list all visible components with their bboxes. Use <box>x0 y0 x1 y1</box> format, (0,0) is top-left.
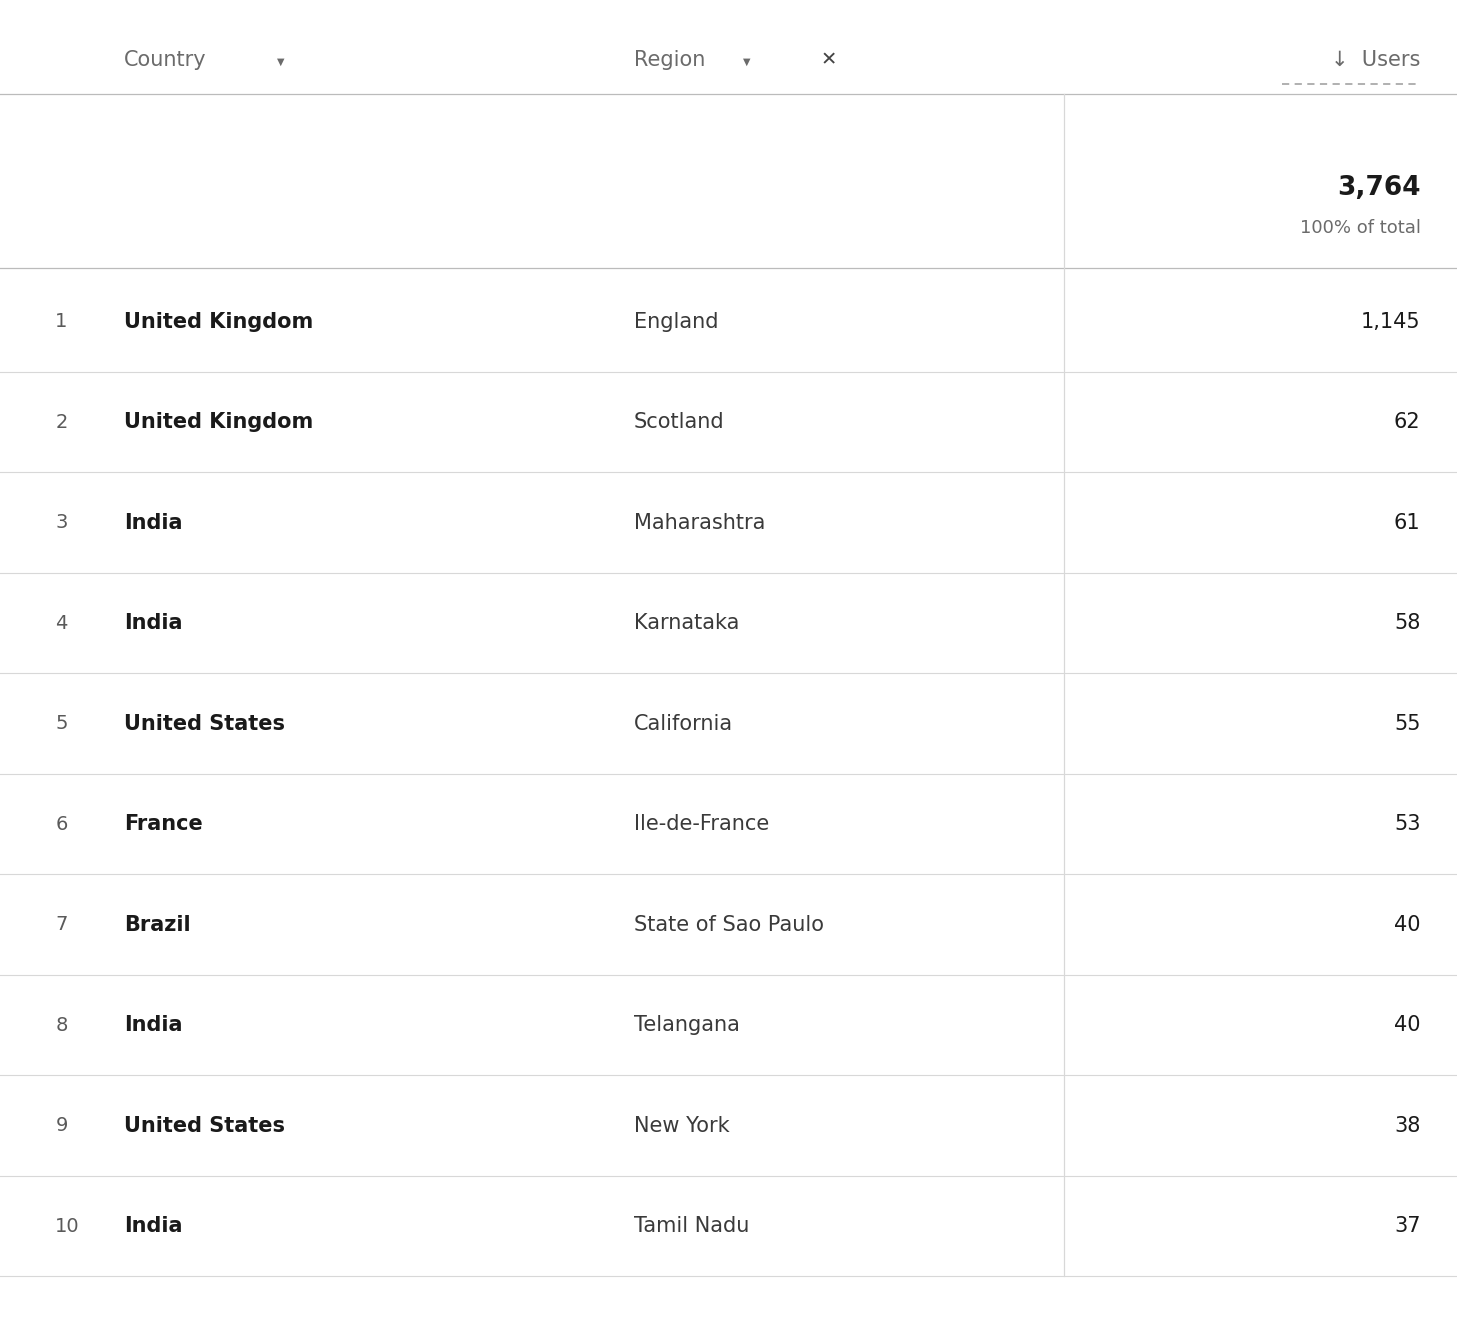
Text: ▼: ▼ <box>277 56 284 67</box>
Text: 40: 40 <box>1394 915 1421 934</box>
Text: 1: 1 <box>55 312 67 331</box>
Text: 10: 10 <box>55 1217 80 1235</box>
Text: 100% of total: 100% of total <box>1300 218 1421 237</box>
Text: ✕: ✕ <box>820 51 836 70</box>
Text: California: California <box>634 714 733 733</box>
Text: France: France <box>124 815 203 833</box>
Text: State of Sao Paulo: State of Sao Paulo <box>634 915 823 934</box>
Text: United States: United States <box>124 714 286 733</box>
Text: Ile-de-France: Ile-de-France <box>634 815 769 833</box>
Text: Telangana: Telangana <box>634 1016 740 1034</box>
Text: Scotland: Scotland <box>634 413 724 431</box>
Text: India: India <box>124 513 182 532</box>
Text: 3,764: 3,764 <box>1338 174 1421 201</box>
Text: 1,145: 1,145 <box>1361 312 1421 331</box>
Text: United Kingdom: United Kingdom <box>124 413 313 431</box>
Text: England: England <box>634 312 718 331</box>
Text: 6: 6 <box>55 815 67 833</box>
Text: India: India <box>124 1217 182 1235</box>
Text: 3: 3 <box>55 513 67 532</box>
Text: 58: 58 <box>1394 614 1421 632</box>
Text: United Kingdom: United Kingdom <box>124 312 313 331</box>
Text: 4: 4 <box>55 614 67 632</box>
Text: 9: 9 <box>55 1116 67 1135</box>
Text: 61: 61 <box>1394 513 1421 532</box>
Text: 40: 40 <box>1394 1016 1421 1034</box>
Text: 5: 5 <box>55 714 68 733</box>
Text: India: India <box>124 1016 182 1034</box>
Text: New York: New York <box>634 1116 730 1135</box>
Text: Tamil Nadu: Tamil Nadu <box>634 1217 749 1235</box>
Text: Maharashtra: Maharashtra <box>634 513 765 532</box>
Text: 37: 37 <box>1394 1217 1421 1235</box>
Text: United States: United States <box>124 1116 286 1135</box>
Text: ↓  Users: ↓ Users <box>1332 51 1421 70</box>
Text: Brazil: Brazil <box>124 915 191 934</box>
Text: Region: Region <box>634 51 705 70</box>
Text: 2: 2 <box>55 413 67 431</box>
Text: Karnataka: Karnataka <box>634 614 739 632</box>
Text: India: India <box>124 614 182 632</box>
Text: 53: 53 <box>1394 815 1421 833</box>
Text: Country: Country <box>124 51 207 70</box>
Text: 7: 7 <box>55 915 67 934</box>
Text: 38: 38 <box>1394 1116 1421 1135</box>
Text: ▼: ▼ <box>743 56 750 67</box>
Text: 8: 8 <box>55 1016 67 1034</box>
Text: 62: 62 <box>1394 413 1421 431</box>
Text: 55: 55 <box>1394 714 1421 733</box>
